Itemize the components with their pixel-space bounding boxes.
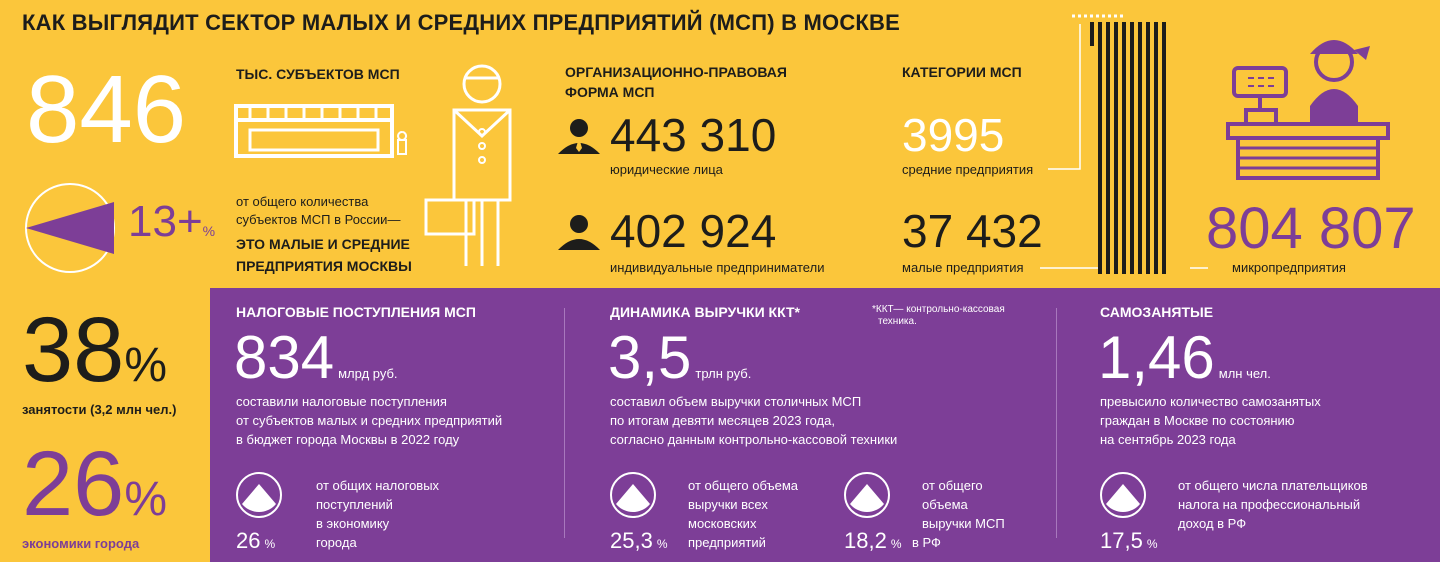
revenue-rf-share-text-1: от общего [922,478,983,493]
tax-heading: НАЛОГОВЫЕ ПОСТУПЛЕНИЯ МСП [236,304,476,320]
micro-enterprises-value: 804 807 [1206,196,1416,261]
legal-form-heading-2: ФОРМА МСП [565,84,655,100]
seller-at-counter-icon [1226,40,1390,180]
tax-share-text-1: от общих налоговых [316,478,440,493]
revenue-share-text-2: выручки всех [688,497,768,512]
share-value: 13+% [128,197,216,246]
categories-heading: КАТЕГОРИИ МСП [902,64,1022,80]
divider [1056,308,1057,538]
legal-form-heading-1: ОРГАНИЗАЦИОННО-ПРАВОВАЯ [565,64,787,80]
revenue-text-1: составил объем выручки столичных МСП [610,394,862,409]
revenue-rf-share-text-2: объема [922,497,968,512]
businessman-icon [424,64,512,266]
share-bold-1: ЭТО МАЛЫЕ И СРЕДНИЕ [236,236,410,252]
revenue-value: 3,5 трлн руб. [608,324,752,391]
micro-enterprises-label: микропредприятия [1232,260,1346,275]
micro-enterprises-bar-stripes [1090,22,1170,274]
economy-share-value: 26% [22,433,168,535]
revenue-heading: ДИНАМИКА ВЫРУЧКИ ККТ* [610,304,800,320]
entrepreneur-person-icon [558,215,600,250]
kkt-footnote: *ККТ— контрольно-кассовая техника. [872,304,1005,327]
selfemployed-share-text-2: налога на профессиональный [1178,497,1361,512]
employment-value: 38% [22,299,168,401]
selfemployed-text-1: превысило количество самозанятых [1100,394,1321,409]
tax-text-2: от субъектов малых и средних предприятий [236,413,503,428]
share-bold-2: ПРЕДПРИЯТИЯ МОСКВЫ [236,258,412,274]
revenue-rf-share-text-3: выручки МСП [922,516,1005,531]
selfemployed-text-3: на сентябрь 2023 года [1100,432,1236,447]
share-text-1: от общего количества [236,194,369,209]
selfemployed-share-circle-icon [1100,472,1146,518]
tax-share-text-2: поступлений [316,497,393,512]
shop-icon [234,104,408,158]
revenue-share-text-3: московских [688,516,757,531]
share-pie-chart [25,183,115,273]
selfemployed-share-text-1: от общего числа плательщиков [1178,478,1368,493]
tax-text-3: в бюджет города Москвы в 2022 году [236,432,460,447]
selfemployed-share-value: 17,5% [1100,528,1158,553]
legal-entities-label: юридические лица [610,162,723,177]
subjects-count: 846 [26,56,187,163]
tax-share-circle-icon [236,472,282,518]
tax-value: 834 млрд руб. [234,324,398,391]
entrepreneurs-value: 402 924 [610,205,777,257]
page-title: КАК ВЫГЛЯДИТ СЕКТОР МАЛЫХ И СРЕДНИХ ПРЕД… [22,10,901,35]
subjects-label: ТЫС. СУБЪЕКТОВ МСП [236,66,400,82]
tax-text-1: составили налоговые поступления [236,394,447,409]
revenue-share-text-4: предприятий [688,535,766,550]
entrepreneurs-label: индивидуальные предприниматели [610,260,825,275]
revenue-rf-share-text-4: в РФ [912,535,941,550]
legal-entity-person-icon [558,119,600,154]
legal-entities-value: 443 310 [610,109,777,161]
employment-label: занятости (3,2 млн чел.) [22,402,177,417]
share-text-2: субъектов МСП в России— [236,212,401,227]
selfemployed-text-2: граждан в Москве по состоянию [1100,413,1295,428]
revenue-share-value: 25,3% [610,528,668,553]
medium-enterprises-value: 3995 [902,109,1005,161]
selfemployed-value: 1,46 млн чел. [1098,324,1271,391]
selfemployed-heading: САМОЗАНЯТЫЕ [1100,304,1214,320]
selfemployed-share-text-3: доход в РФ [1178,516,1247,531]
tax-share-text-4: города [316,535,357,550]
medium-enterprises-label: средние предприятия [902,162,1034,177]
revenue-text-3: согласно данным контрольно-кассовой техн… [610,432,898,447]
revenue-rf-share-circle-icon [844,472,890,518]
small-enterprises-value: 37 432 [902,205,1043,257]
tax-share-value: 26% [236,528,276,553]
revenue-rf-share-value: 18,2% [844,528,902,553]
tax-share-text-3: в экономику [316,516,390,531]
purple-stats-panel: НАЛОГОВЫЕ ПОСТУПЛЕНИЯ МСП 834 млрд руб. с… [210,288,1440,562]
economy-share-label: экономики города [22,536,140,551]
revenue-share-text-1: от общего объема [688,478,799,493]
revenue-share-circle-icon [610,472,656,518]
small-enterprises-label: малые предприятия [902,260,1024,275]
category-connector-lines [1040,14,1208,269]
revenue-text-2: по итогам девяти месяцев 2023 года, [610,413,835,428]
divider [564,308,565,538]
